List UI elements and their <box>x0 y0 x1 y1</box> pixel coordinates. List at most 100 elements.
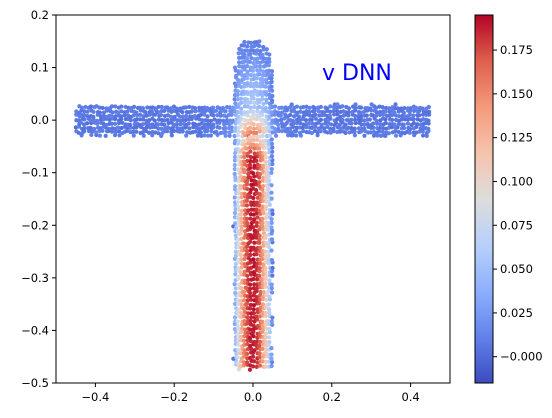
scatter-point <box>236 342 241 347</box>
scatter-point <box>269 282 274 287</box>
scatter-point <box>251 142 256 147</box>
scatter-point <box>257 39 262 44</box>
scatter-point <box>229 128 235 134</box>
scatter-point <box>248 159 253 164</box>
scatter-point <box>97 105 102 110</box>
scatter-point <box>362 122 367 127</box>
scatter-point <box>220 105 226 111</box>
scatter-point <box>82 109 87 114</box>
scatter-point <box>233 150 238 156</box>
scatter-point <box>233 138 238 143</box>
scatter-point <box>235 228 240 234</box>
scatter-point <box>352 133 357 138</box>
scatter-point <box>248 239 253 244</box>
scatter-point <box>239 220 244 225</box>
scatter-point <box>109 104 115 109</box>
colorbar-frame <box>474 14 494 384</box>
scatter-point <box>128 118 133 123</box>
scatter-point <box>238 96 244 101</box>
scatter-point <box>316 109 321 114</box>
scatter-point <box>174 109 179 114</box>
scatter-point <box>235 323 240 328</box>
scatter-point <box>260 256 265 262</box>
scatter-point <box>248 105 253 110</box>
scatter-point <box>258 84 263 89</box>
scatter-point <box>113 114 118 119</box>
scatter-point <box>137 122 142 127</box>
scatter-point <box>74 112 79 117</box>
scatter-point <box>361 126 367 131</box>
scatter-point <box>134 129 139 134</box>
scatter-point <box>260 276 265 282</box>
scatter-point <box>346 106 352 111</box>
scatter-point <box>235 167 241 172</box>
scatter-point <box>119 114 124 119</box>
scatter-point <box>83 104 88 110</box>
scatter-point <box>260 139 265 144</box>
colorbar-tick-label: −0.000 <box>500 350 543 364</box>
scatter-point <box>266 126 271 131</box>
scatter-point <box>235 355 240 360</box>
scatter-point <box>245 64 250 69</box>
scatter-point <box>254 51 259 56</box>
scatter-point <box>238 110 244 115</box>
scatter-point <box>193 122 198 127</box>
scatter-point <box>251 323 256 328</box>
scatter-point <box>238 212 243 217</box>
scatter-point <box>252 240 257 245</box>
scatter-point <box>131 129 136 134</box>
scatter-point <box>249 89 254 95</box>
scatter-point <box>140 117 146 122</box>
scatter-point <box>328 104 333 109</box>
scatter-point <box>143 110 148 115</box>
scatter-point <box>91 109 96 115</box>
scatter-point <box>267 310 272 315</box>
scatter-point <box>238 329 244 335</box>
scatter-point <box>241 89 246 94</box>
scatter-point <box>362 133 367 138</box>
scatter-point <box>248 175 253 180</box>
scatter-point <box>427 109 432 114</box>
scatter-point <box>200 118 205 123</box>
scatter-point <box>232 282 237 287</box>
scatter-point <box>232 97 237 102</box>
scatter-point <box>198 130 203 135</box>
scatter-point <box>374 110 379 115</box>
scatter-point <box>263 204 269 209</box>
scatter-point <box>254 285 260 291</box>
scatter-point <box>303 118 309 123</box>
scatter-point <box>260 126 266 131</box>
scatter-point <box>257 343 262 348</box>
scatter-point <box>270 211 275 217</box>
scatter-point <box>380 126 386 131</box>
scatter-point <box>264 97 269 102</box>
scatter-point <box>245 315 250 320</box>
scatter-point <box>257 269 262 274</box>
scatter-point <box>101 121 106 126</box>
scatter-point <box>209 128 214 134</box>
scatter-point <box>260 163 266 168</box>
scatter-point <box>242 256 247 262</box>
scatter-point <box>202 112 207 117</box>
scatter-point <box>116 110 121 115</box>
x-tick-label: −0.2 <box>160 390 188 404</box>
scatter-point <box>324 106 330 111</box>
scatter-point <box>260 302 266 307</box>
scatter-point <box>242 151 247 156</box>
scatter-point <box>241 131 247 136</box>
scatter-point <box>245 48 250 53</box>
scatter-point <box>235 266 241 271</box>
scatter-point <box>407 112 413 117</box>
scatter-point <box>239 224 244 229</box>
scatter-point <box>187 104 192 109</box>
scatter-point <box>258 289 263 295</box>
scatter-point <box>261 101 266 106</box>
scatter-point <box>257 354 262 360</box>
scatter-point <box>248 286 253 291</box>
scatter-point <box>267 326 272 332</box>
scatter-point <box>255 215 260 220</box>
scatter-point <box>248 343 253 349</box>
scatter-point <box>236 51 241 56</box>
scatter-point <box>254 295 259 300</box>
scatter-point <box>264 77 269 82</box>
